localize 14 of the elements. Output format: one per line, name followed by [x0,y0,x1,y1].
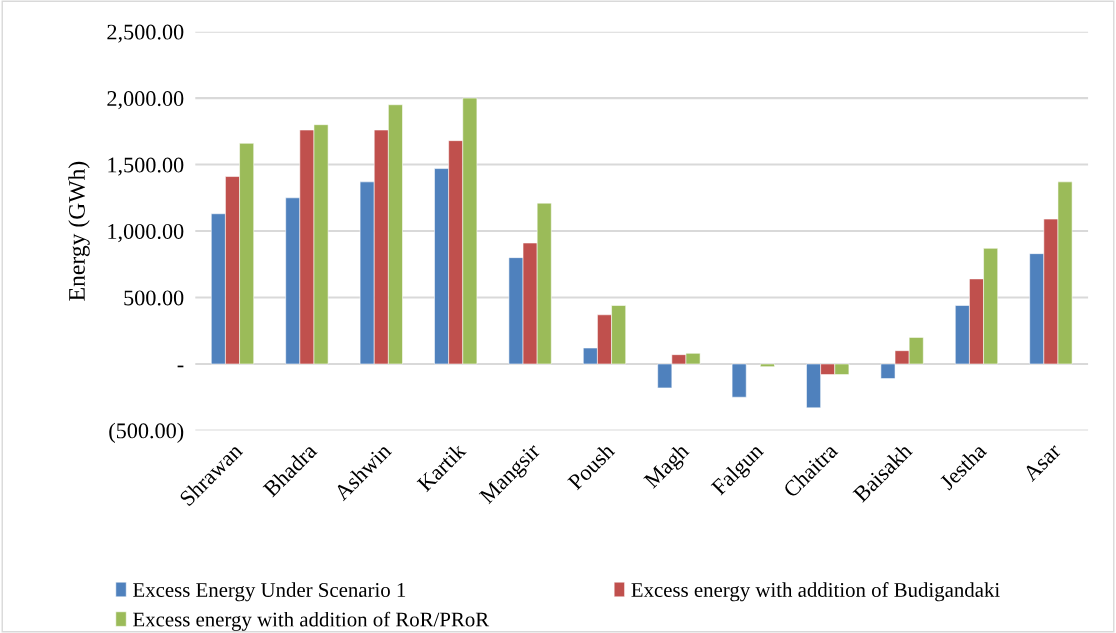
y-tick-label: (500.00) [109,422,184,443]
y-tick-label: 2,000.00 [107,91,184,110]
y-tick-label: 1,000.00 [108,223,184,243]
y-tick-label: 2,500.00 [107,24,184,43]
bar [731,363,747,398]
legend-label: Excess Energy Under Scenario 1 [133,582,406,602]
x-tick-label: Asar [1021,442,1062,483]
y-tick-label: 500.00 [124,290,184,306]
y-tick-label: - [177,365,184,368]
legend-label: Excess energy with addition of RoR/PRoR [133,611,490,631]
legend-label: Excess energy with addition of Budigandaki [631,582,1000,602]
y-tick-label: 1,500.00 [108,157,184,176]
y-axis-title: Energy (GWh) [68,161,90,301]
bar [760,363,775,367]
